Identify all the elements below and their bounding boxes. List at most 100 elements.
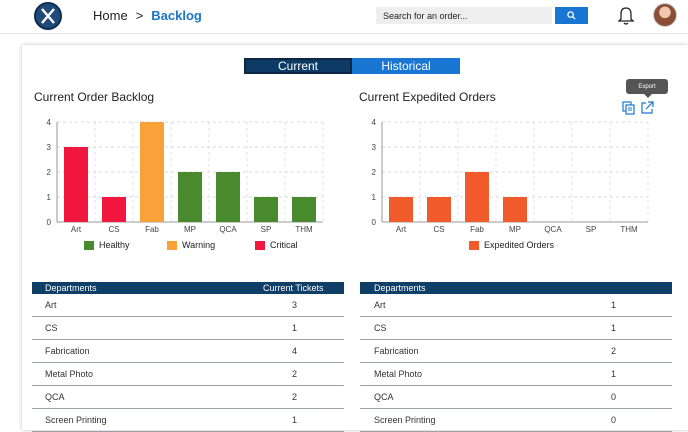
x-tick-label: CS bbox=[108, 225, 119, 234]
legend-swatch bbox=[167, 240, 177, 250]
count-cell: 1 bbox=[292, 323, 298, 333]
department-cell: CS bbox=[374, 323, 387, 333]
toggle-current-button[interactable]: Current bbox=[244, 58, 352, 74]
search-input[interactable] bbox=[376, 7, 552, 24]
count-cell: 2 bbox=[292, 392, 298, 402]
table-row: Art 3 bbox=[32, 294, 344, 317]
legend-swatch bbox=[255, 240, 265, 250]
copy-icon[interactable] bbox=[622, 101, 636, 115]
legend-expedited: Expedited Orders bbox=[469, 240, 554, 250]
legend-warning: Warning bbox=[167, 240, 215, 250]
x-tick-label: SP bbox=[586, 225, 597, 234]
x-tick-label: SP bbox=[261, 225, 272, 234]
bar-mp[interactable] bbox=[503, 197, 527, 222]
x-tick-label: MP bbox=[184, 225, 196, 234]
y-tick-label: 2 bbox=[47, 168, 52, 177]
bar-qca[interactable] bbox=[216, 172, 240, 222]
table-body: Art 1 CS 1 Fabrication 2 Metal Photo 1 QCA 0 Scree… bbox=[360, 294, 672, 432]
left-chart-title: Current Order Backlog bbox=[34, 90, 155, 104]
export-tooltip: Export bbox=[626, 79, 668, 98]
search-icon bbox=[567, 11, 576, 20]
view-toggle: Current Historical bbox=[244, 58, 460, 74]
y-tick-label: 0 bbox=[372, 218, 377, 227]
breadcrumb-home[interactable]: Home bbox=[93, 8, 128, 23]
x-tick-label: THM bbox=[620, 225, 638, 234]
table-row: Metal Photo 1 bbox=[360, 363, 672, 386]
department-cell: Screen Printing bbox=[45, 415, 107, 425]
bar-thm[interactable] bbox=[292, 197, 316, 222]
count-cell: 1 bbox=[292, 415, 298, 425]
column-header-departments: Departments bbox=[374, 283, 426, 293]
count-cell: 0 bbox=[611, 415, 617, 425]
backlog-table: Departments Current Tickets Art 3 CS 1 Fabri… bbox=[32, 282, 344, 432]
count-cell: 1 bbox=[611, 300, 617, 310]
table-header: Departments bbox=[360, 282, 672, 294]
x-tick-label: CS bbox=[433, 225, 444, 234]
toggle-historical-button[interactable]: Historical bbox=[352, 58, 460, 74]
table-row: QCA 0 bbox=[360, 386, 672, 409]
department-cell: Metal Photo bbox=[45, 369, 94, 379]
dashboard-card bbox=[22, 45, 688, 430]
count-cell: 3 bbox=[292, 300, 298, 310]
expedited-table: Departments Art 1 CS 1 Fabrication 2 Metal Pho… bbox=[360, 282, 672, 432]
count-cell: 0 bbox=[611, 392, 617, 402]
x-tick-label: Art bbox=[71, 225, 82, 234]
department-cell: QCA bbox=[45, 392, 65, 402]
department-cell: Art bbox=[45, 300, 57, 310]
table-row: QCA 2 bbox=[32, 386, 344, 409]
column-header-departments: Departments bbox=[45, 283, 97, 293]
x-tick-label: MP bbox=[509, 225, 521, 234]
bar-art[interactable] bbox=[389, 197, 413, 222]
count-cell: 1 bbox=[611, 369, 617, 379]
y-tick-label: 2 bbox=[372, 168, 377, 177]
breadcrumb: Home > Backlog bbox=[93, 8, 202, 23]
bar-mp[interactable] bbox=[178, 172, 202, 222]
app-logo[interactable] bbox=[34, 2, 62, 30]
department-cell: CS bbox=[45, 323, 58, 333]
column-header-current-tickets: Current Tickets bbox=[263, 283, 324, 293]
bar-art[interactable] bbox=[64, 147, 88, 222]
top-bar: Home > Backlog bbox=[0, 0, 688, 34]
table-row: Fabrication 4 bbox=[32, 340, 344, 363]
count-cell: 1 bbox=[611, 323, 617, 333]
y-tick-label: 3 bbox=[47, 143, 52, 152]
notification-bell-icon[interactable] bbox=[617, 6, 635, 26]
bar-fab[interactable] bbox=[465, 172, 489, 222]
legend-swatch bbox=[469, 240, 479, 250]
breadcrumb-separator: > bbox=[135, 8, 144, 23]
x-tick-label: QCA bbox=[219, 225, 237, 234]
x-tick-label: Fab bbox=[145, 225, 159, 234]
x-tick-label: Art bbox=[396, 225, 407, 234]
y-tick-label: 4 bbox=[47, 118, 52, 127]
legend-label: Warning bbox=[182, 240, 216, 250]
table-body: Art 3 CS 1 Fabrication 4 Metal Photo 2 QCA 2 Scree… bbox=[32, 294, 344, 432]
x-tick-label: Fab bbox=[470, 225, 484, 234]
table-row: Fabrication 2 bbox=[360, 340, 672, 363]
count-cell: 4 bbox=[292, 346, 298, 356]
bar-cs[interactable] bbox=[102, 197, 126, 222]
department-cell: Screen Printing bbox=[374, 415, 436, 425]
y-tick-label: 0 bbox=[47, 218, 52, 227]
x-tick-label: QCA bbox=[544, 225, 562, 234]
breadcrumb-current: Backlog bbox=[151, 8, 202, 23]
y-tick-label: 4 bbox=[372, 118, 377, 127]
bar-cs[interactable] bbox=[427, 197, 451, 222]
legend-healthy: Healthy bbox=[84, 240, 130, 250]
department-cell: Metal Photo bbox=[374, 369, 423, 379]
bar-sp[interactable] bbox=[254, 197, 278, 222]
bar-fab[interactable] bbox=[140, 122, 164, 222]
export-icon[interactable] bbox=[640, 101, 654, 115]
department-cell: Fabrication bbox=[374, 346, 419, 356]
count-cell: 2 bbox=[292, 369, 298, 379]
x-tick-label: THM bbox=[295, 225, 313, 234]
legend-label: Healthy bbox=[99, 240, 130, 250]
search-button[interactable] bbox=[555, 7, 588, 24]
legend-label: Expedited Orders bbox=[484, 240, 555, 250]
table-header: Departments Current Tickets bbox=[32, 282, 344, 294]
user-avatar[interactable] bbox=[653, 3, 677, 27]
order-backlog-chart: 0 1 2 3 4 Art CS Fab MP QCA SP THM bbox=[47, 118, 324, 234]
legend-critical: Critical bbox=[255, 240, 298, 250]
y-tick-label: 1 bbox=[372, 193, 377, 202]
department-cell: Art bbox=[374, 300, 386, 310]
table-row: CS 1 bbox=[360, 317, 672, 340]
